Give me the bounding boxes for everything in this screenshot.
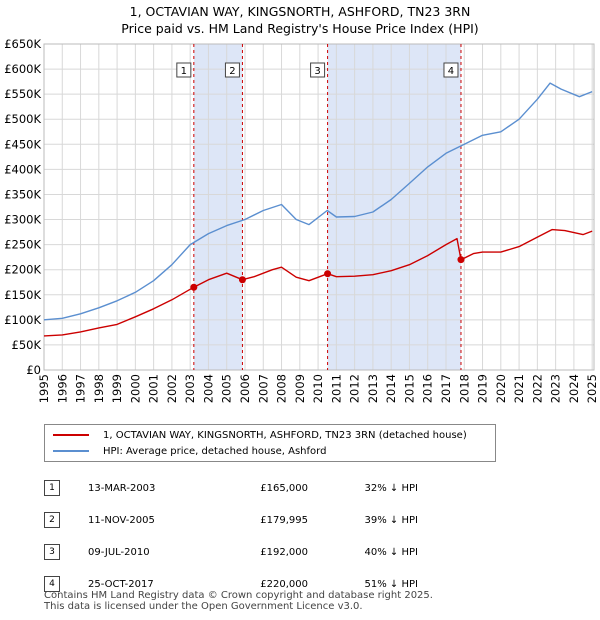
table-row: 4 25-OCT-2017 £220,000 51% ↓ HPI bbox=[44, 568, 418, 600]
sale-label: 3 bbox=[314, 66, 320, 77]
sale-hpi-diff: 32% ↓ HPI bbox=[364, 482, 418, 494]
y-tick-label: £450K bbox=[4, 137, 41, 151]
y-tick-label: £0 bbox=[26, 363, 41, 377]
sale-date: 13-MAR-2003 bbox=[88, 482, 156, 494]
sale-date: 25-OCT-2017 bbox=[88, 578, 154, 590]
y-tick-label: £550K bbox=[4, 87, 41, 101]
sale-hpi-diff: 51% ↓ HPI bbox=[364, 578, 418, 590]
x-tick-label: 2010 bbox=[311, 374, 325, 403]
y-tick-label: £650K bbox=[4, 37, 41, 51]
shaded-span bbox=[193, 44, 243, 370]
y-tick-label: £600K bbox=[4, 62, 41, 76]
x-tick-label: 2001 bbox=[147, 374, 161, 403]
y-tick-label: £400K bbox=[4, 162, 41, 176]
sale-label-box bbox=[224, 62, 240, 78]
shaded-span bbox=[327, 44, 461, 370]
x-tick-label: 1996 bbox=[55, 374, 69, 403]
sale-hpi-diff: 39% ↓ HPI bbox=[364, 514, 418, 526]
x-tick-label: 2025 bbox=[585, 374, 599, 403]
x-tick-label: 2016 bbox=[421, 374, 435, 403]
x-tick-label: 1998 bbox=[92, 374, 106, 403]
sale-label: 2 bbox=[229, 66, 235, 77]
legend-label-hpi: HPI: Average price, detached house, Ashf… bbox=[103, 445, 327, 457]
y-tick-label: £100K bbox=[4, 313, 41, 327]
sale-price: £220,000 bbox=[260, 578, 308, 590]
table-row: 1 13-MAR-2003 £165,000 32% ↓ HPI bbox=[44, 472, 418, 504]
x-tick-label: 2008 bbox=[275, 374, 289, 403]
footer-copyright: Contains HM Land Registry data © Crown c… bbox=[44, 590, 433, 601]
chart-title-line2: Price paid vs. HM Land Registry's House … bbox=[121, 21, 479, 36]
sale-label: 1 bbox=[181, 66, 187, 77]
sale-point bbox=[457, 256, 465, 264]
sale-badge: 3 bbox=[44, 544, 60, 560]
x-tick-label: 2020 bbox=[494, 374, 508, 403]
sale-label: 4 bbox=[448, 66, 454, 77]
y-tick-label: £200K bbox=[4, 263, 41, 277]
table-row: 3 09-JUL-2010 £192,000 40% ↓ HPI bbox=[44, 536, 418, 568]
y-tick-label: £500K bbox=[4, 112, 41, 126]
legend-item-hpi: HPI: Average price, detached house, Ashf… bbox=[53, 443, 326, 459]
sale-point bbox=[324, 270, 332, 278]
x-tick-label: 2005 bbox=[220, 374, 234, 403]
sale-price: £179,995 bbox=[260, 514, 308, 526]
chart-title-line1: 1, OCTAVIAN WAY, KINGSNORTH, ASHFORD, TN… bbox=[129, 4, 471, 19]
sale-label-box bbox=[310, 62, 326, 78]
plot-border bbox=[43, 43, 595, 371]
x-tick-label: 2004 bbox=[201, 374, 215, 403]
x-tick-label: 2019 bbox=[476, 374, 490, 403]
legend: 1, OCTAVIAN WAY, KINGSNORTH, ASHFORD, TN… bbox=[44, 424, 496, 462]
sale-label-box bbox=[176, 62, 192, 78]
sale-price: £192,000 bbox=[260, 546, 308, 558]
x-tick-label: 2024 bbox=[567, 374, 581, 403]
x-tick-label: 1995 bbox=[37, 374, 51, 403]
sale-badge: 2 bbox=[44, 512, 60, 528]
sale-label-box bbox=[443, 62, 459, 78]
x-tick-label: 2000 bbox=[128, 374, 142, 403]
sale-badge: 1 bbox=[44, 480, 60, 496]
x-tick-label: 2017 bbox=[439, 374, 453, 403]
y-tick-label: £250K bbox=[4, 238, 41, 252]
sale-price: £165,000 bbox=[260, 482, 308, 494]
x-tick-label: 2006 bbox=[238, 374, 252, 403]
x-tick-label: 2021 bbox=[512, 374, 526, 403]
series-line-hpi bbox=[43, 82, 593, 321]
sale-hpi-diff: 40% ↓ HPI bbox=[364, 546, 418, 558]
sale-point bbox=[238, 276, 246, 284]
series-line-price-paid bbox=[43, 228, 593, 337]
legend-swatch-hpi bbox=[53, 450, 89, 452]
x-tick-label: 2018 bbox=[457, 374, 471, 403]
x-tick-label: 2007 bbox=[256, 374, 270, 403]
x-tick-label: 2013 bbox=[366, 374, 380, 403]
legend-label-price-paid: 1, OCTAVIAN WAY, KINGSNORTH, ASHFORD, TN… bbox=[103, 429, 467, 441]
sale-badge: 4 bbox=[44, 576, 60, 592]
x-tick-label: 2022 bbox=[530, 374, 544, 403]
x-tick-label: 2014 bbox=[384, 374, 398, 403]
sales-table: 1 13-MAR-2003 £165,000 32% ↓ HPI 2 11-NO… bbox=[44, 472, 418, 600]
y-tick-label: £300K bbox=[4, 213, 41, 227]
x-tick-label: 2009 bbox=[293, 374, 307, 403]
y-tick-label: £350K bbox=[4, 187, 41, 201]
legend-swatch-price-paid bbox=[53, 434, 89, 436]
sale-point bbox=[190, 283, 198, 291]
price-chart: £0 £50K £100K £150K £200K £250K £300K £350K £400… bbox=[4, 37, 599, 403]
footer-licence: This data is licensed under the Open Gov… bbox=[44, 601, 363, 612]
x-tick-label: 2023 bbox=[549, 374, 563, 403]
x-tick-label: 2015 bbox=[402, 374, 416, 403]
sale-date: 09-JUL-2010 bbox=[88, 546, 150, 558]
x-tick-label: 1997 bbox=[74, 374, 88, 403]
sale-date: 11-NOV-2005 bbox=[88, 514, 155, 526]
x-tick-label: 2012 bbox=[348, 374, 362, 403]
table-row: 2 11-NOV-2005 £179,995 39% ↓ HPI bbox=[44, 504, 418, 536]
x-tick-label: 2011 bbox=[329, 374, 343, 403]
y-tick-label: £50K bbox=[12, 338, 42, 352]
y-tick-label: £150K bbox=[4, 288, 41, 302]
x-tick-label: 1999 bbox=[110, 374, 124, 403]
legend-item-price-paid: 1, OCTAVIAN WAY, KINGSNORTH, ASHFORD, TN… bbox=[53, 427, 467, 443]
x-tick-label: 2003 bbox=[183, 374, 197, 403]
footer: Contains HM Land Registry data © Crown c… bbox=[44, 590, 433, 612]
x-tick-label: 2002 bbox=[165, 374, 179, 403]
